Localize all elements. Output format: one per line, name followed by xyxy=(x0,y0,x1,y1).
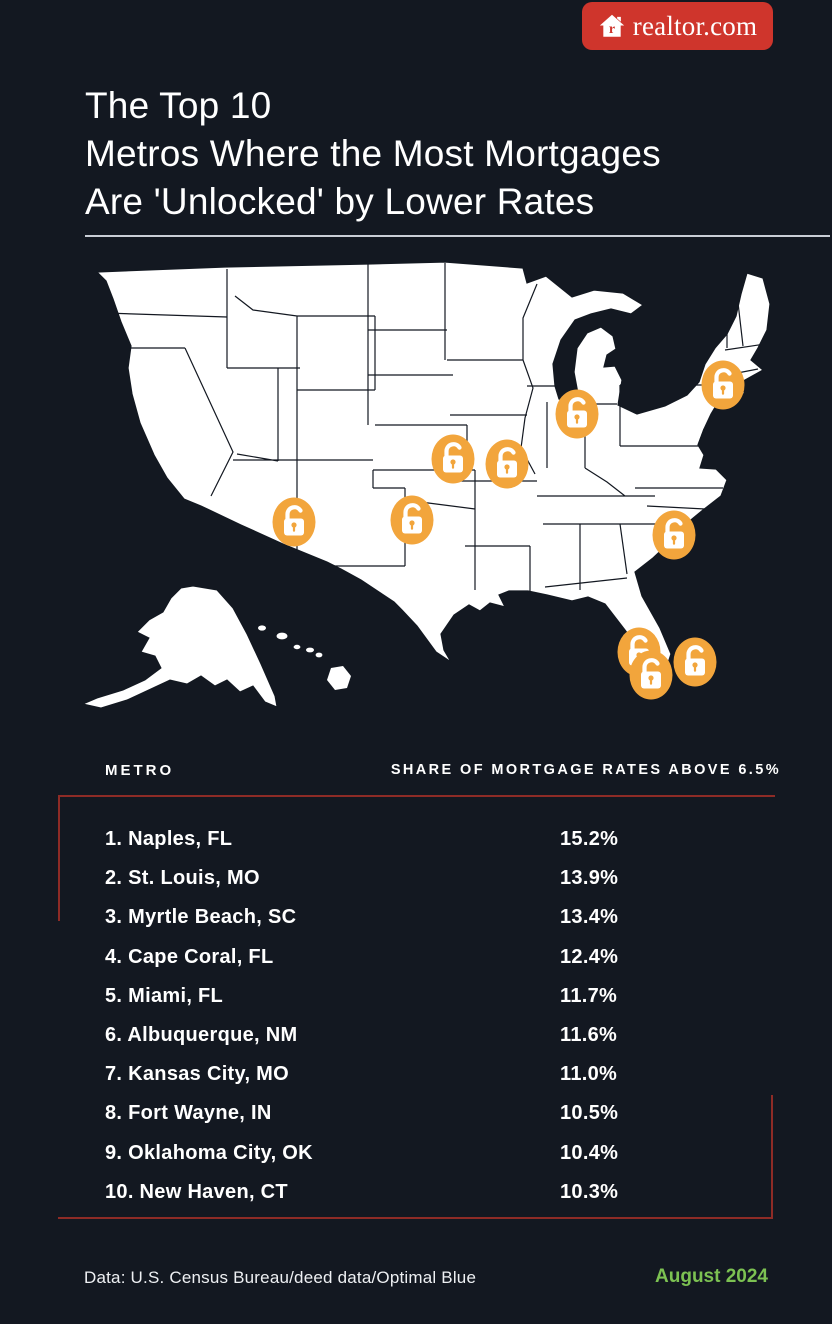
metro-name: 10. New Haven, CT xyxy=(105,1180,288,1203)
table-row: 1. Naples, FL 15.2% xyxy=(0,820,832,859)
open-padlock-icon xyxy=(673,637,717,687)
metro-table: 1. Naples, FL 15.2% 2. St. Louis, MO 13.… xyxy=(0,820,832,1212)
column-header-metro: METRO xyxy=(105,762,175,779)
table-row: 5. Miami, FL 11.7% xyxy=(0,977,832,1016)
metro-share-value: 10.5% xyxy=(560,1102,619,1125)
table-row: 9. Oklahoma City, OK 10.4% xyxy=(0,1134,832,1173)
realtor-logo-badge: r realtor.com xyxy=(582,2,773,50)
metro-name: 7. Kansas City, MO xyxy=(105,1063,289,1086)
table-bottom-rule xyxy=(58,1217,773,1219)
svg-text:r: r xyxy=(609,22,615,37)
metro-share-value: 11.6% xyxy=(560,1023,618,1046)
metro-lock-marker xyxy=(431,434,475,484)
metro-lock-marker xyxy=(629,650,673,700)
open-padlock-icon xyxy=(701,360,745,410)
open-padlock-icon xyxy=(390,495,434,545)
date-label: August 2024 xyxy=(655,1266,768,1287)
open-padlock-icon xyxy=(431,434,475,484)
column-header-share: SHARE OF MORTGAGE RATES ABOVE 6.5% xyxy=(390,762,781,778)
open-padlock-icon xyxy=(485,439,529,489)
metro-name: 8. Fort Wayne, IN xyxy=(105,1102,272,1125)
metro-name: 9. Oklahoma City, OK xyxy=(105,1141,313,1164)
table-row: 7. Kansas City, MO 11.0% xyxy=(0,1055,832,1094)
metro-lock-marker xyxy=(673,637,717,687)
title-line-2: Metros Where the Most Mortgages xyxy=(85,133,661,174)
realtor-logo-text: realtor.com xyxy=(632,10,758,41)
metro-name: 4. Cape Coral, FL xyxy=(105,945,274,968)
metro-lock-marker xyxy=(555,389,599,439)
metro-name: 5. Miami, FL xyxy=(105,984,224,1007)
metro-share-value: 15.2% xyxy=(560,828,619,850)
metro-name: 6. Albuquerque, NM xyxy=(105,1023,298,1046)
open-padlock-icon xyxy=(272,497,316,547)
metro-lock-marker xyxy=(701,360,745,410)
table-left-bracket xyxy=(58,795,60,921)
title-line-3: Are 'Unlocked' by Lower Rates xyxy=(85,181,595,222)
table-row: 8. Fort Wayne, IN 10.5% xyxy=(0,1094,832,1133)
metro-share-value: 10.3% xyxy=(560,1180,619,1203)
metro-lock-marker xyxy=(652,510,696,560)
realtor-house-icon: r xyxy=(598,13,626,39)
table-right-bracket xyxy=(771,1095,773,1219)
metro-lock-marker xyxy=(485,439,529,489)
table-row: 6. Albuquerque, NM 11.6% xyxy=(0,1016,832,1055)
open-padlock-icon xyxy=(629,650,673,700)
table-row: 3. Myrtle Beach, SC 13.4% xyxy=(0,898,832,937)
table-row: 4. Cape Coral, FL 12.4% xyxy=(0,938,832,977)
metro-name: 3. Myrtle Beach, SC xyxy=(105,906,297,929)
us-map xyxy=(75,256,790,731)
metro-share-value: 13.9% xyxy=(560,867,619,890)
data-source-note: Data: U.S. Census Bureau/deed data/Optim… xyxy=(84,1268,477,1287)
metro-share-value: 12.4% xyxy=(560,945,619,968)
metro-name: 1. Naples, FL xyxy=(105,828,233,850)
metro-share-value: 10.4% xyxy=(560,1141,619,1164)
page-title: The Top 10 Metros Where the Most Mortgag… xyxy=(85,82,661,226)
metro-share-value: 13.4% xyxy=(560,906,619,929)
alaska-silhouette xyxy=(81,585,278,709)
metro-name: 2. St. Louis, MO xyxy=(105,867,260,890)
table-row: 10. New Haven, CT 10.3% xyxy=(0,1173,832,1212)
open-padlock-icon xyxy=(652,510,696,560)
metro-share-value: 11.0% xyxy=(560,1063,618,1086)
metro-lock-marker xyxy=(390,495,434,545)
title-line-1: The Top 10 xyxy=(85,85,272,126)
open-padlock-icon xyxy=(555,389,599,439)
table-row: 2. St. Louis, MO 13.9% xyxy=(0,859,832,898)
hawaii-islands xyxy=(258,625,351,690)
title-divider xyxy=(85,235,830,237)
table-top-rule xyxy=(58,795,775,797)
metro-lock-marker xyxy=(272,497,316,547)
metro-share-value: 11.7% xyxy=(560,984,618,1007)
